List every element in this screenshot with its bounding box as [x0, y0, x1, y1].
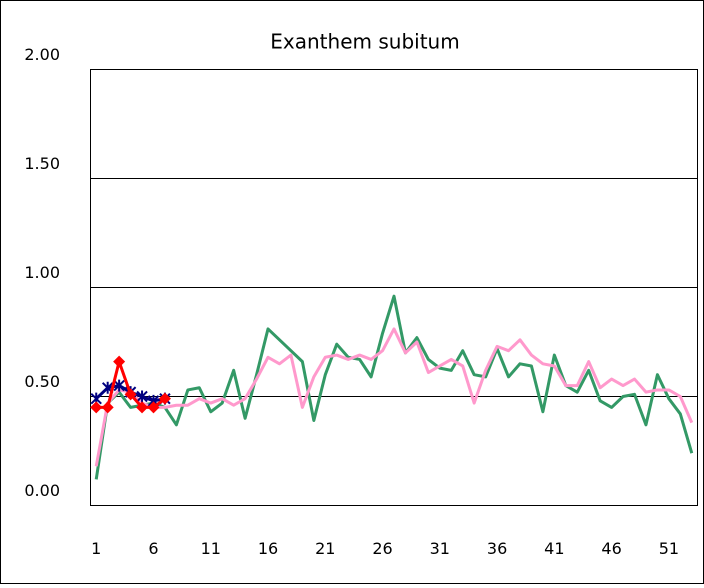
y-tick-label: 0.50 — [24, 372, 60, 391]
marker — [90, 401, 103, 414]
marker — [147, 401, 160, 414]
chart-title: Exanthem subitum — [270, 30, 459, 54]
x-tick-label: 51 — [659, 539, 679, 558]
x-tick-label: 31 — [430, 539, 450, 558]
x-tick-label: 11 — [201, 539, 221, 558]
marker — [113, 355, 126, 368]
series-line — [94, 327, 694, 467]
x-tick-label: 1 — [91, 539, 101, 558]
marker — [136, 390, 148, 403]
marker — [101, 401, 114, 414]
marker — [158, 392, 171, 405]
x-tick-label: 16 — [258, 539, 278, 558]
series-line — [94, 294, 694, 480]
x-tick-label: 46 — [601, 539, 621, 558]
y-tick-label: 2.00 — [24, 45, 60, 64]
y-tick-label: 1.50 — [24, 154, 60, 173]
marker — [136, 401, 149, 414]
y-tick-label: 1.00 — [24, 263, 60, 282]
x-tick-label: 36 — [487, 539, 507, 558]
x-tick-label: 6 — [148, 539, 158, 558]
marker — [113, 379, 125, 392]
x-tick-label: 41 — [544, 539, 564, 558]
x-tick-label: 26 — [372, 539, 392, 558]
marker — [124, 388, 137, 401]
y-tick-label: 0.00 — [24, 481, 60, 500]
x-tick-label: 21 — [315, 539, 335, 558]
